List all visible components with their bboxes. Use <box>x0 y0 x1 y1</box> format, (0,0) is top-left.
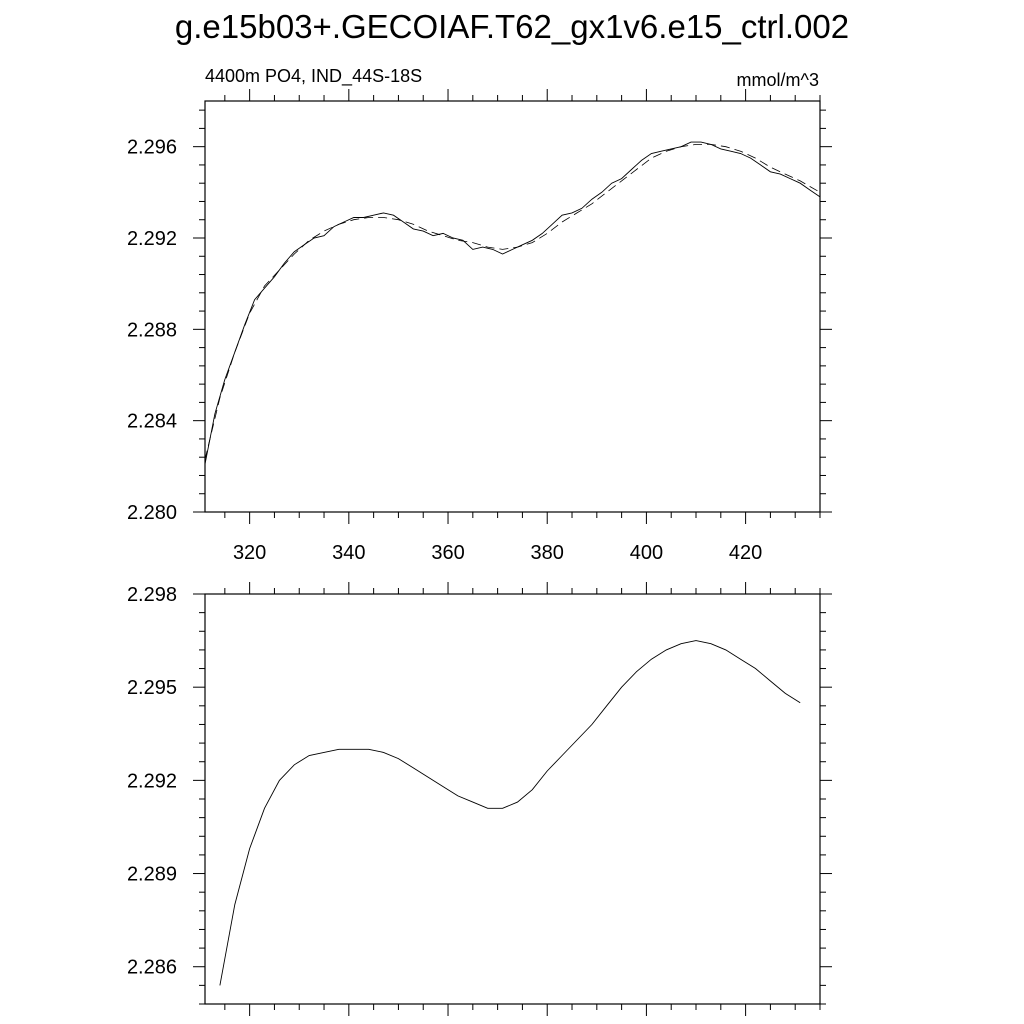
x-tick-label: 420 <box>729 542 762 564</box>
top-panel-frame <box>204 100 821 513</box>
bottom-panel-ticks <box>193 582 832 1016</box>
y-tick-label: 2.284 <box>127 411 177 433</box>
x-tick-label: 340 <box>332 542 365 564</box>
bottom-panel-frame <box>204 593 821 1005</box>
y-tick-label: 2.289 <box>127 864 177 886</box>
bottom-panel: 2.286 2.289 2.292 2.295 2.298 <box>127 582 832 1016</box>
x-tick-label: 380 <box>531 542 564 564</box>
figure-title: g.e15b03+.GECOIAF.T62_gx1v6.e15_ctrl.002 <box>175 8 849 45</box>
y-tick-label: 2.280 <box>127 502 177 524</box>
y-tick-label: 2.296 <box>127 137 177 159</box>
x-tick-label: 360 <box>431 542 464 564</box>
top-panel: 4400m PO4, IND_44S-18S mmol/m^3 320 340 36… <box>127 66 832 564</box>
top-series-line-0 <box>204 141 821 465</box>
top-panel-tick-labels: 320 340 360 380 400 420 2.280 2.284 2.288 2.292 2.… <box>127 137 762 564</box>
x-tick-label: 400 <box>630 542 663 564</box>
y-tick-label: 2.292 <box>127 228 177 250</box>
y-tick-label: 2.295 <box>127 677 177 699</box>
x-tick-label: 320 <box>233 542 266 564</box>
top-panel-left-label: 4400m PO4, IND_44S-18S <box>205 66 422 87</box>
top-panel-ticks <box>193 89 832 524</box>
y-tick-label: 2.288 <box>127 319 177 341</box>
y-tick-label: 2.298 <box>127 584 177 606</box>
bottom-panel-lines <box>219 640 801 986</box>
top-series-line-1 <box>204 143 821 460</box>
top-panel-lines <box>204 141 821 465</box>
y-tick-label: 2.292 <box>127 770 177 792</box>
top-panel-units-label: mmol/m^3 <box>737 70 819 90</box>
y-tick-label: 2.286 <box>127 957 177 979</box>
bottom-panel-tick-labels: 2.286 2.289 2.292 2.295 2.298 <box>127 584 177 979</box>
bottom-series-line-0 <box>219 640 801 986</box>
